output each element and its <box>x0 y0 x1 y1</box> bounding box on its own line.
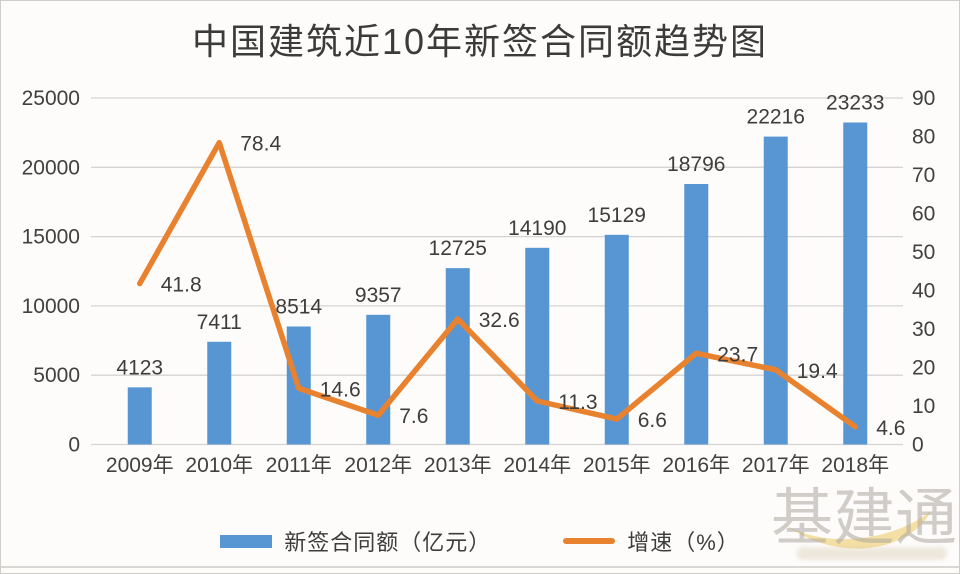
bar-value-label: 22216 <box>747 106 805 129</box>
bar-series-legend-label: 新签合同额（亿元） <box>284 530 492 555</box>
x-axis-category-label: 2010年 <box>185 454 253 477</box>
chart-legend: 新签合同额（亿元） 增速（%） <box>1 525 959 557</box>
legend-item-line-series: 增速（%） <box>563 525 740 557</box>
legend-item-bar-series: 新签合同额（亿元） <box>220 525 491 557</box>
x-axis-category-label: 2014年 <box>503 454 571 477</box>
left-axis-tick-label: 10000 <box>22 295 80 318</box>
bar <box>366 314 391 445</box>
line-series-legend-label: 增速（%） <box>627 530 740 555</box>
chart-title: 中国建筑近10年新签合同额趋势图 <box>191 21 769 62</box>
bar <box>207 341 232 445</box>
line-value-label: 11.3 <box>558 391 597 414</box>
left-axis-tick-label: 0 <box>68 434 80 457</box>
bar-value-label: 8514 <box>275 295 322 318</box>
line-value-label: 6.6 <box>638 409 667 432</box>
line-value-label: 14.6 <box>320 378 361 401</box>
x-axis-category-label: 2011年 <box>266 454 332 477</box>
bar-value-label: 14190 <box>508 217 566 240</box>
x-axis-category-label: 2015年 <box>583 454 651 477</box>
bar-value-label: 9357 <box>355 284 402 307</box>
bar-value-label: 12725 <box>429 237 487 260</box>
right-axis-tick-label: 10 <box>912 395 935 418</box>
bar-series-swatch-icon <box>220 534 273 548</box>
x-axis-category-label: 2009年 <box>106 454 174 477</box>
right-axis-tick-label: 90 <box>912 87 935 110</box>
x-axis-category-label: 2017年 <box>742 454 810 477</box>
bar <box>684 183 709 445</box>
line-series-swatch-icon <box>563 538 616 544</box>
bar-value-label: 23233 <box>826 91 884 114</box>
line-value-label: 78.4 <box>240 133 281 156</box>
left-axis-tick-label: 5000 <box>33 364 80 387</box>
right-axis-tick-label: 60 <box>912 203 935 226</box>
right-axis-tick-label: 0 <box>912 434 924 457</box>
left-axis-tick-label: 25000 <box>22 87 80 110</box>
bar-value-label: 15129 <box>588 204 646 227</box>
x-axis-category-label: 2013年 <box>424 454 492 477</box>
line-value-label: 32.6 <box>479 309 520 332</box>
bar <box>445 268 470 445</box>
bar-value-label: 4123 <box>116 356 163 379</box>
line-value-label: 41.8 <box>161 274 202 297</box>
bar <box>525 247 550 445</box>
bar <box>843 122 868 445</box>
x-axis-category-label: 2018年 <box>821 454 889 477</box>
right-axis-tick-label: 70 <box>912 164 935 187</box>
line-value-label: 23.7 <box>717 343 758 366</box>
right-axis-tick-label: 40 <box>912 280 935 303</box>
left-axis-tick-label: 20000 <box>22 156 80 179</box>
left-axis-tick-label: 15000 <box>22 226 80 249</box>
bar-value-label: 18796 <box>667 153 725 176</box>
bar <box>127 387 152 445</box>
footer-divider <box>1 566 959 568</box>
line-value-label: 4.6 <box>876 417 905 440</box>
right-axis-tick-label: 80 <box>912 126 935 149</box>
x-axis-category-label: 2012年 <box>344 454 412 477</box>
right-axis-tick-label: 30 <box>912 318 935 341</box>
x-axis-category-label: 2016年 <box>662 454 730 477</box>
right-axis-tick-label: 50 <box>912 241 935 264</box>
line-value-label: 7.6 <box>399 405 428 428</box>
bar <box>763 136 788 445</box>
bar-value-label: 7411 <box>197 311 242 334</box>
line-value-label: 19.4 <box>797 360 838 383</box>
right-axis-tick-label: 20 <box>912 357 935 380</box>
growth-line <box>137 139 858 430</box>
